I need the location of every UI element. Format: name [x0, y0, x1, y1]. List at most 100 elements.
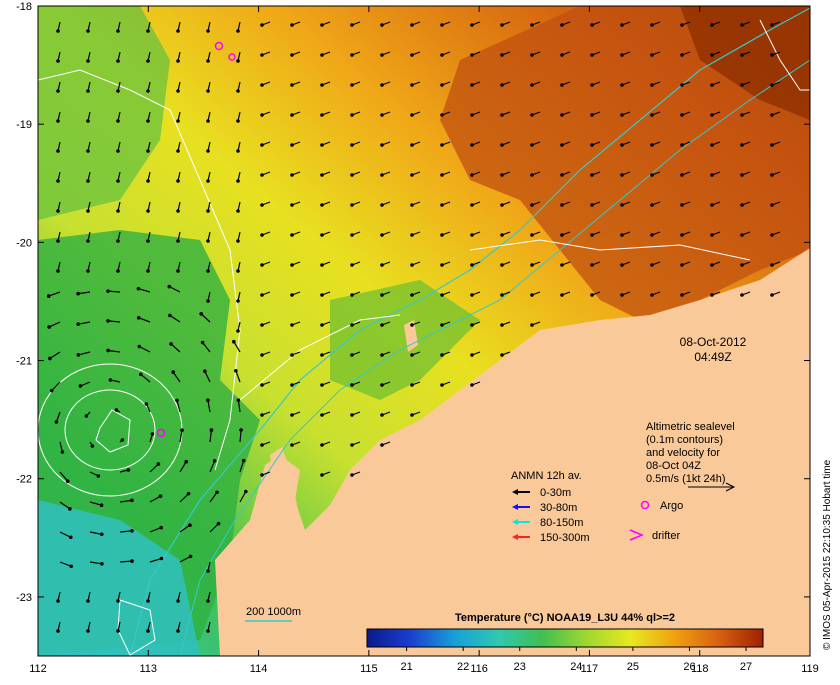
velocity-arrow-head	[239, 428, 243, 432]
velocity-arrow	[202, 342, 211, 353]
velocity-arrow-head	[320, 83, 324, 87]
velocity-arrow-head	[116, 29, 120, 33]
velocity-arrow-head	[56, 629, 60, 633]
velocity-arrow-head	[48, 356, 52, 361]
bathymetry-contour-1000m	[129, 7, 810, 656]
velocity-arrow-head	[108, 378, 113, 382]
velocity-arrow-head	[320, 173, 324, 177]
velocity-arrow-head	[290, 233, 294, 237]
x-tick-label: 116	[470, 663, 488, 675]
green-north-west	[38, 6, 170, 220]
altimetry-line-1: Altimetric sealevel	[646, 421, 735, 433]
velocity-arrow-head	[136, 286, 141, 291]
velocity-arrow-head	[106, 348, 110, 353]
velocity-arrow-head	[184, 459, 188, 464]
velocity-arrow-head	[470, 353, 474, 357]
velocity-arrow-head	[158, 494, 163, 498]
velocity-arrow	[119, 530, 133, 533]
velocity-arrow-head	[650, 263, 654, 267]
velocity-arrow-head	[410, 293, 414, 297]
velocity-arrow	[78, 351, 91, 356]
velocity-arrow	[59, 561, 72, 567]
velocity-arrow	[179, 493, 190, 503]
velocity-arrow-head	[770, 293, 774, 297]
velocity-arrow-head	[350, 233, 354, 237]
velocity-arrow-head	[290, 353, 294, 357]
velocity-arrow-head	[167, 284, 172, 289]
warm-water-core	[680, 6, 810, 120]
cold-water-south	[38, 500, 200, 656]
velocity-arrow-head	[380, 413, 384, 417]
velocity-arrow	[169, 286, 181, 293]
velocity-arrow-head	[410, 203, 414, 207]
velocity-arrow-head	[176, 29, 180, 33]
velocity-arrow-head	[290, 293, 294, 297]
velocity-arrow-head	[770, 173, 774, 177]
velocity-arrow-head	[350, 83, 354, 87]
y-tick-label: -21	[16, 356, 32, 368]
velocity-arrow-head	[176, 209, 180, 213]
velocity-arrow-head	[680, 173, 684, 177]
velocity-arrow-head	[500, 203, 504, 207]
velocity-arrow-head	[203, 369, 207, 373]
velocity-arrow-head	[470, 233, 474, 237]
velocity-arrow-head	[116, 89, 120, 93]
velocity-arrow-head	[440, 23, 444, 27]
velocity-arrow-head	[500, 83, 504, 87]
velocity-arrow	[239, 429, 242, 443]
velocity-arrow-head	[290, 383, 294, 387]
velocity-arrow-head	[106, 319, 110, 323]
velocity-arrow-head	[680, 203, 684, 207]
velocity-arrow-head	[560, 53, 564, 57]
velocity-arrow-head	[90, 444, 95, 448]
velocity-arrow-head	[410, 173, 414, 177]
velocity-arrow-head	[176, 599, 180, 603]
velocity-arrow-head	[380, 233, 384, 237]
velocity-arrow-head	[590, 113, 594, 117]
velocity-arrow-head	[260, 293, 264, 297]
colorbar-tick-label: 25	[627, 661, 639, 673]
velocity-arrow-head	[116, 209, 120, 213]
velocity-arrow-head	[176, 239, 180, 243]
velocity-arrow-head	[410, 233, 414, 237]
velocity-arrow-head	[380, 323, 384, 327]
drifter-legend-icon	[629, 529, 644, 541]
velocity-arrow	[207, 400, 211, 413]
velocity-arrow-head	[470, 383, 474, 387]
x-tick-label: 114	[250, 663, 268, 675]
velocity-arrow-head	[500, 293, 504, 297]
velocity-arrow-head	[500, 353, 504, 357]
velocity-arrow-head	[320, 473, 324, 477]
legend-item-label: 150-300m	[540, 532, 590, 544]
velocity-arrow	[119, 499, 132, 503]
velocity-arrow-head	[650, 143, 654, 147]
velocity-arrow-head	[500, 113, 504, 117]
velocity-arrow-head	[130, 529, 134, 533]
y-tick-label: -18	[16, 1, 32, 13]
velocity-arrow-head	[680, 143, 684, 147]
velocity-arrow-head	[206, 299, 210, 303]
velocity-arrow-head	[236, 209, 240, 213]
bathymetry-contour-200m	[179, 59, 810, 656]
velocity-arrow	[209, 491, 218, 503]
velocity-arrow-head	[171, 370, 176, 374]
velocity-arrow-head	[260, 383, 264, 387]
velocity-arrow-head	[146, 269, 150, 273]
velocity-arrow-head	[290, 413, 294, 417]
velocity-arrow-head	[176, 59, 180, 63]
velocity-arrow-head	[530, 113, 534, 117]
velocity-arrow-head	[710, 263, 714, 267]
altimetry-line-4: 08-Oct 04Z	[646, 460, 701, 472]
velocity-arrow-head	[410, 23, 414, 27]
velocity-arrow-head	[290, 23, 294, 27]
velocity-arrow-head	[440, 293, 444, 297]
velocity-arrow-head	[86, 59, 90, 63]
velocity-arrow	[48, 321, 61, 328]
velocity-arrow-head	[206, 398, 210, 402]
velocity-arrow-head	[56, 149, 60, 153]
velocity-arrow-head	[770, 113, 774, 117]
velocity-arrow-head	[156, 462, 161, 466]
velocity-arrow-head	[260, 53, 264, 57]
velocity-arrow-head	[770, 233, 774, 237]
